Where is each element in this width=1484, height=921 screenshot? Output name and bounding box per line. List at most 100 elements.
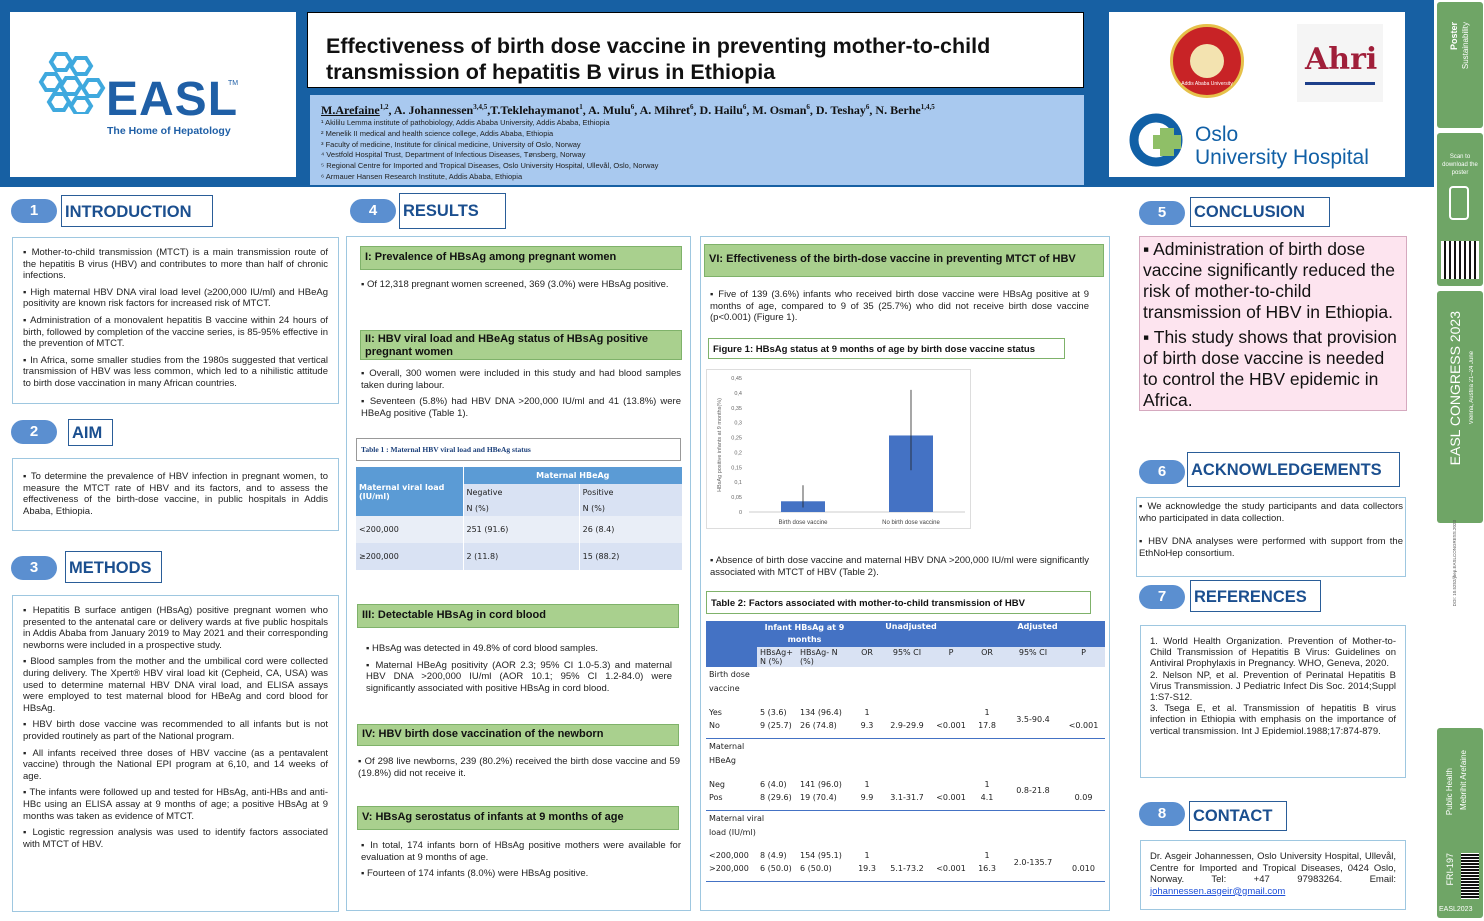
authors: M.Arefaine1,2, A. Johannessen3,4,5,T.Tek… <box>321 103 935 117</box>
contact-text: Dr. Asgeir Johannessen, Oslo University … <box>1150 851 1396 886</box>
reference-1: 1. World Health Organization. Prevention… <box>1150 636 1396 670</box>
affiliation-1: ¹ Akililu Lemma institute of pathobiolog… <box>321 118 610 127</box>
result-6-heading: VI: Effectiveness of the birth-dose vacc… <box>704 244 1104 277</box>
result-2-heading: II: HBV viral load and HBeAg status of H… <box>360 330 682 360</box>
section-introduction-title: INTRODUCTION <box>61 195 213 227</box>
t1-col-group: Maternal viral load (IU/ml) <box>356 467 464 516</box>
doi: DOI: 10.5252/jhep.EASLCONGRESS.2023 <box>1452 520 1457 607</box>
table-group-row: Maternal HBeAg <box>706 738 1105 777</box>
table-row: Neg Pos 6 (4.0) 8 (29.6) 141 (96.0) 19 (70.4)… <box>706 777 1105 811</box>
phone-icon <box>1449 186 1469 220</box>
table-cell: 0.8-21.8 <box>1016 786 1050 795</box>
introduction-panel: ▪ Mother-to-child transmission (MTCT) is… <box>12 237 339 404</box>
chart-svg: HBsAg positive infants at 9 months(%) 0 0,… <box>717 376 965 526</box>
affiliation-5: ⁵ Regional Centre for Imported and Tropi… <box>321 161 659 171</box>
table-cell: 0.010 <box>1072 864 1095 873</box>
partner-logos-box: Addis Ababa University Ahri Oslo Univers… <box>1109 12 1405 177</box>
result-3-text: ▪ HBsAg was detected in 49.8% of cord bl… <box>366 643 672 694</box>
affiliation-3: ³ Faculty of medicine, Institute for cli… <box>321 139 581 149</box>
x-tick-label: Birth dose vaccine <box>778 520 828 526</box>
section-6-badge: 6 <box>1139 460 1185 484</box>
sidebar-scan-block[interactable]: Scan to download the poster <box>1437 133 1483 286</box>
table-group-label: Birth dose vaccine <box>709 670 750 693</box>
trademark: TM <box>228 80 239 87</box>
table-cell: 0.09 <box>1074 792 1093 802</box>
ack-bullet-2: ▪ HBV DNA analyses were performed with s… <box>1139 536 1403 559</box>
methods-bullet-6: ▪ Logistic regression analysis was used … <box>23 827 328 850</box>
aim-text: ▪ To determine the prevalence of HBV inf… <box>23 471 328 517</box>
intro-bullet-1: ▪ Mother-to-child transmission (MTCT) is… <box>23 247 328 282</box>
table-cell: 1 17.8 <box>978 708 996 730</box>
affiliation-4: ⁴ Vestfold Hospital Trust, Department of… <box>321 150 586 160</box>
table-cell: 8 (4.9) 6 (50.0) <box>760 851 792 873</box>
references-panel: 1. World Health Organization. Prevention… <box>1140 625 1406 778</box>
table-cell: 2.0-135.7 <box>1013 857 1053 867</box>
methods-panel: ▪ Hepatitis B surface antigen (HBsAg) po… <box>12 595 339 912</box>
x-tick-label: No birth dose vaccine <box>882 520 940 526</box>
table-row: <200,000 251 (91.6) 26 (8.4) <box>356 516 682 543</box>
section-ack-title: ACKNOWLEDGEMENTS <box>1187 452 1400 487</box>
contact-email-link[interactable]: johannessen.asgeir@gmail.com <box>1150 885 1286 897</box>
y-tick-label: 0,45 <box>731 376 742 382</box>
table-group-label: Maternal HBeAg <box>709 742 745 765</box>
acknowledgements-panel: ▪ We acknowledge the study participants … <box>1136 497 1406 577</box>
section-3-badge: 3 <box>11 556 57 580</box>
y-tick-label: 0 <box>739 510 742 516</box>
table-row: ≥200,000 2 (11.8) 15 (88.2) <box>356 543 682 570</box>
table-cell: <200,000 >200,000 <box>709 851 749 873</box>
table-1-caption: Table 1 : Maternal HBV viral load and HB… <box>356 438 681 461</box>
result-2-text: ▪ Overall, 300 women were included in th… <box>361 368 681 419</box>
result-5-text: ▪ In total, 174 infants born of HBsAg po… <box>361 840 681 880</box>
sidebar-congress-block: EASL CONGRESS 2023 Vienna, Austria 21–24… <box>1437 291 1483 523</box>
y-tick-label: 0,4 <box>734 391 742 397</box>
poster-title-line1: Effectiveness of birth dose vaccine in p… <box>326 34 991 58</box>
contact-panel: Dr. Asgeir Johannessen, Oslo University … <box>1140 840 1406 910</box>
affiliation-2: ² Menelik II medical and health science … <box>321 128 554 138</box>
table-cell: <0.001 <box>936 864 966 873</box>
conclusion-bullet-2: ▪ This study shows that provision of bir… <box>1143 327 1397 410</box>
section-conclusion-title: CONCLUSION <box>1190 197 1330 227</box>
methods-bullet-3: ▪ HBV birth dose vaccine was recommended… <box>23 719 328 742</box>
result-1-text: ▪ Of 12,318 pregnant women screened, 369… <box>361 279 669 290</box>
intro-bullet-3: ▪ Administration of a monovalent hepatit… <box>23 314 328 350</box>
table-cell: 1 16.3 <box>978 851 996 873</box>
table-cell: 5 (3.6) 9 (25.7) <box>760 708 792 730</box>
result-6-text: ▪ Five of 139 (3.6%) infants who receive… <box>710 289 1089 324</box>
intro-bullet-4: ▪ In Africa, some smaller studies from t… <box>23 354 328 389</box>
easl-hexagon-icon <box>38 52 106 114</box>
sidebar-topic-block: Public Health Mebrihit Arefaine FRI-197 … <box>1437 728 1483 918</box>
table-row: Yes No 5 (3.6) 9 (25.7) 134 (96.4) 26 (74.8) 1… <box>706 705 1105 739</box>
section-1-badge: 1 <box>11 199 57 223</box>
conclusion-panel: ▪ Administration of birth dose vaccine s… <box>1139 236 1407 411</box>
table-cell: 141 (96.0) 19 (70.4) <box>800 779 842 802</box>
table-row: <200,000 >200,000 8 (4.9) 6 (50.0) 154 (95.1… <box>706 848 1105 882</box>
reference-3: 3. Tsega E, et al. Transmission of hepat… <box>1150 703 1396 737</box>
section-7-badge: 7 <box>1139 585 1185 609</box>
poster-title-box: Effectiveness of birth dose vaccine in p… <box>307 12 1084 88</box>
qr-code-icon[interactable] <box>1441 241 1479 279</box>
barcode-icon <box>1461 853 1479 899</box>
after-figure-text: ▪ Absence of birth dose vaccine and mate… <box>710 555 1089 578</box>
table-cell: 2.9-29.9 <box>890 721 924 730</box>
easl-brand: EASL <box>106 73 239 126</box>
methods-bullet-5: ▪ The infants were followed up and teste… <box>23 787 328 822</box>
easl-logo-box: EASL TM The Home of Hepatology <box>10 12 296 177</box>
ahri-logo: Ahri <box>1297 24 1383 102</box>
table-cell: 134 (96.4) 26 (74.8) <box>800 708 842 730</box>
reference-2: 2. Nelson NP, et al. Prevention of Perin… <box>1150 669 1396 704</box>
table-1: Maternal viral load (IU/ml) Maternal HBe… <box>356 467 682 570</box>
y-tick-label: 0,2 <box>734 450 742 456</box>
conclusion-bullet-1: ▪ Administration of birth dose vaccine s… <box>1143 239 1395 322</box>
poster-title-line2: transmission of hepatitis B virus in Eth… <box>326 60 776 84</box>
table-group-label: Maternal viral load (IU/ml) <box>709 813 765 837</box>
table-cell: 1 9.9 <box>860 779 874 802</box>
methods-bullet-1: ▪ Hepatitis B surface antigen (HBsAg) po… <box>23 605 328 651</box>
table-cell: Neg Pos <box>709 779 725 802</box>
oslo-hospital-icon <box>1129 113 1183 167</box>
ack-bullet-1: ▪ We acknowledge the study participants … <box>1139 501 1403 524</box>
sidebar-poster-block: Poster Sustainability <box>1437 2 1483 128</box>
y-tick-label: 0,05 <box>731 495 742 501</box>
table-cell: <0.001 <box>1068 721 1099 730</box>
table-2-caption: Table 2: Factors associated with mother-… <box>706 591 1091 614</box>
section-methods-title: METHODS <box>65 551 162 583</box>
